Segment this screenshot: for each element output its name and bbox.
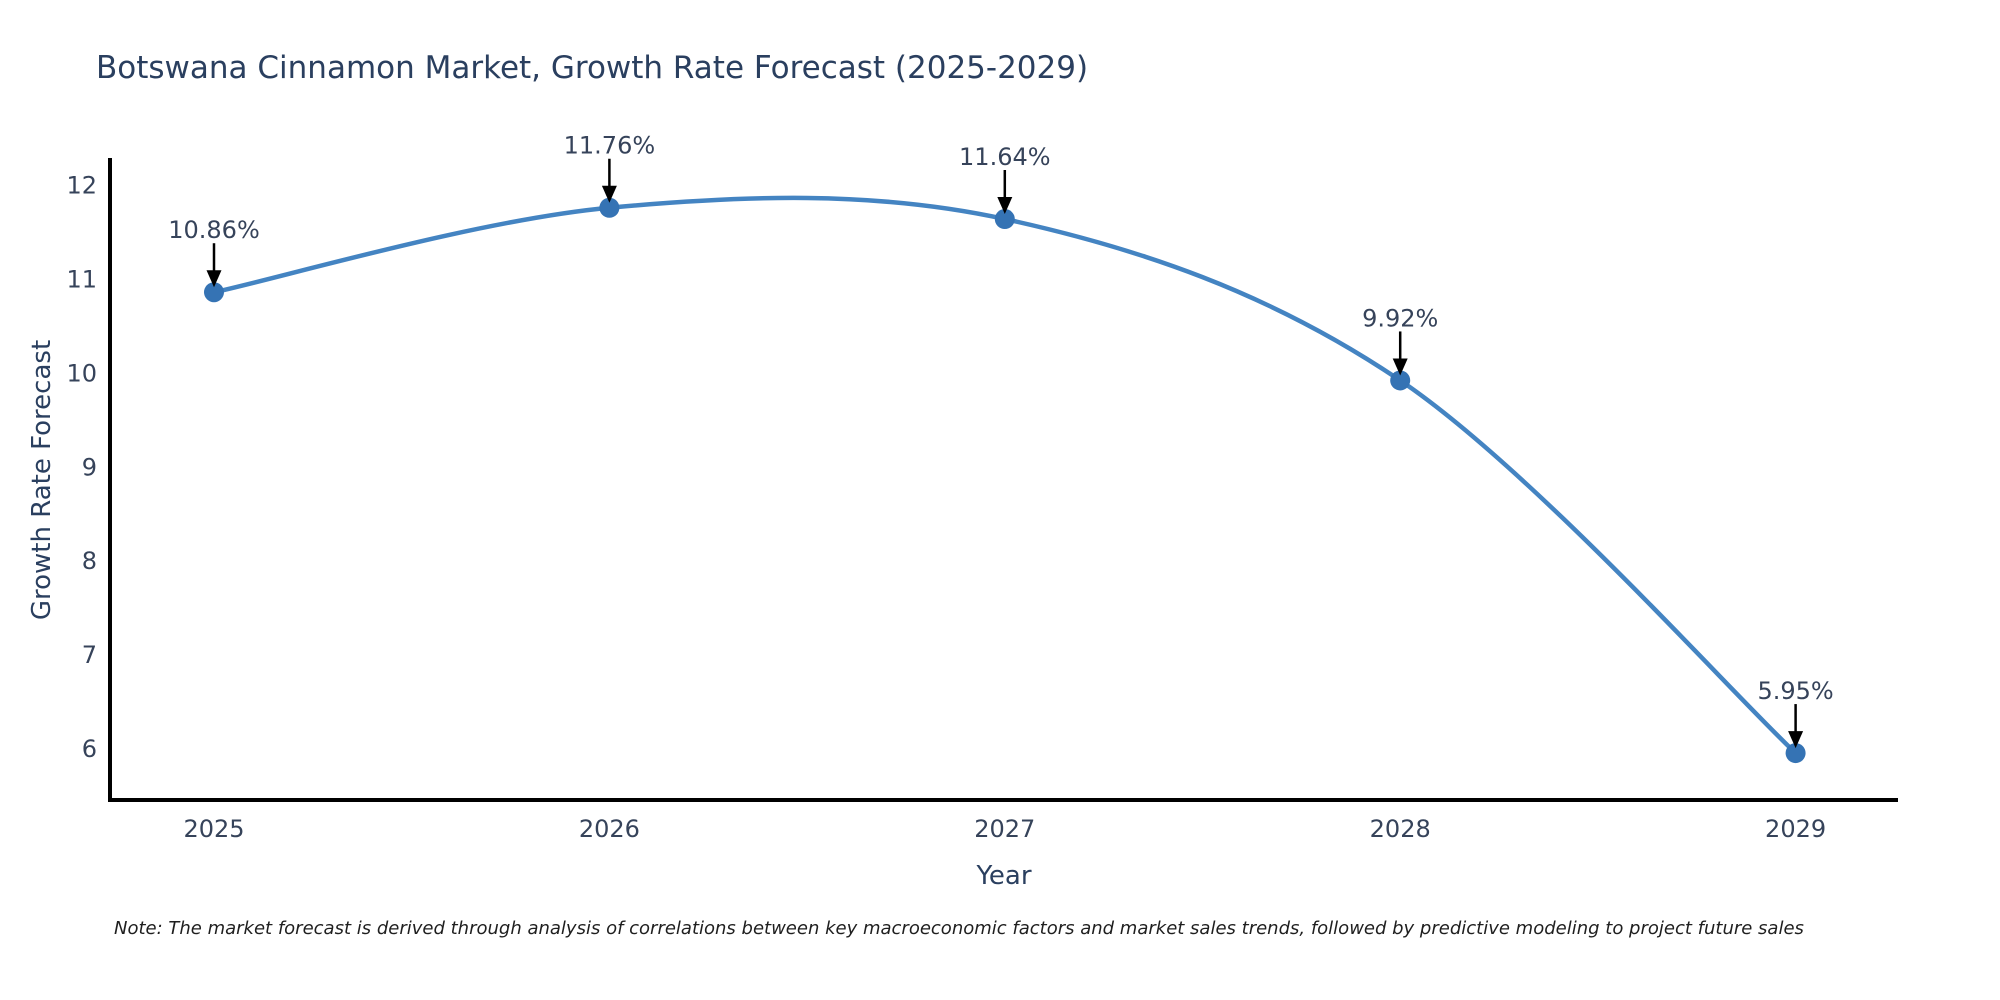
y-tick-label: 7 [82,641,97,669]
data-point-marker [599,197,620,218]
x-tick-label: 2029 [1765,815,1826,843]
y-tick-label: 10 [66,359,97,387]
annotation-label: 11.76% [564,132,656,160]
annotation-label: 9.92% [1362,304,1438,332]
forecast-spline [211,195,1798,756]
annotation-arrow-head [1392,358,1408,376]
footnote: Note: The market forecast is derived thr… [114,918,1804,939]
chart-title: Botswana Cinnamon Market, Growth Rate Fo… [96,50,1089,86]
x-tick-label: 2027 [974,815,1035,843]
x-tick-label: 2026 [579,815,640,843]
y-tick-label: 6 [82,735,97,763]
annotation-label: 10.86% [168,216,260,244]
annotation-arrow-head [1788,731,1804,749]
annotation-label: 11.64% [959,143,1051,171]
x-tick-label: 2025 [183,815,244,843]
data-point-marker [204,282,224,303]
annotation-arrow-head [997,197,1013,215]
y-tick-label: 9 [82,453,97,481]
x-axis-title: Year [976,861,1032,891]
data-point-marker [1785,743,1806,764]
data-point-marker [994,209,1015,230]
y-tick-label: 11 [66,266,97,294]
x-tick-label: 2028 [1370,815,1431,843]
annotation-arrow-head [601,185,617,203]
y-tick-label: 8 [82,547,97,575]
data-point-marker [1390,370,1411,391]
y-tick-label: 12 [66,172,97,200]
annotation-arrow-head [206,270,222,288]
annotation-label: 5.95% [1757,677,1833,705]
